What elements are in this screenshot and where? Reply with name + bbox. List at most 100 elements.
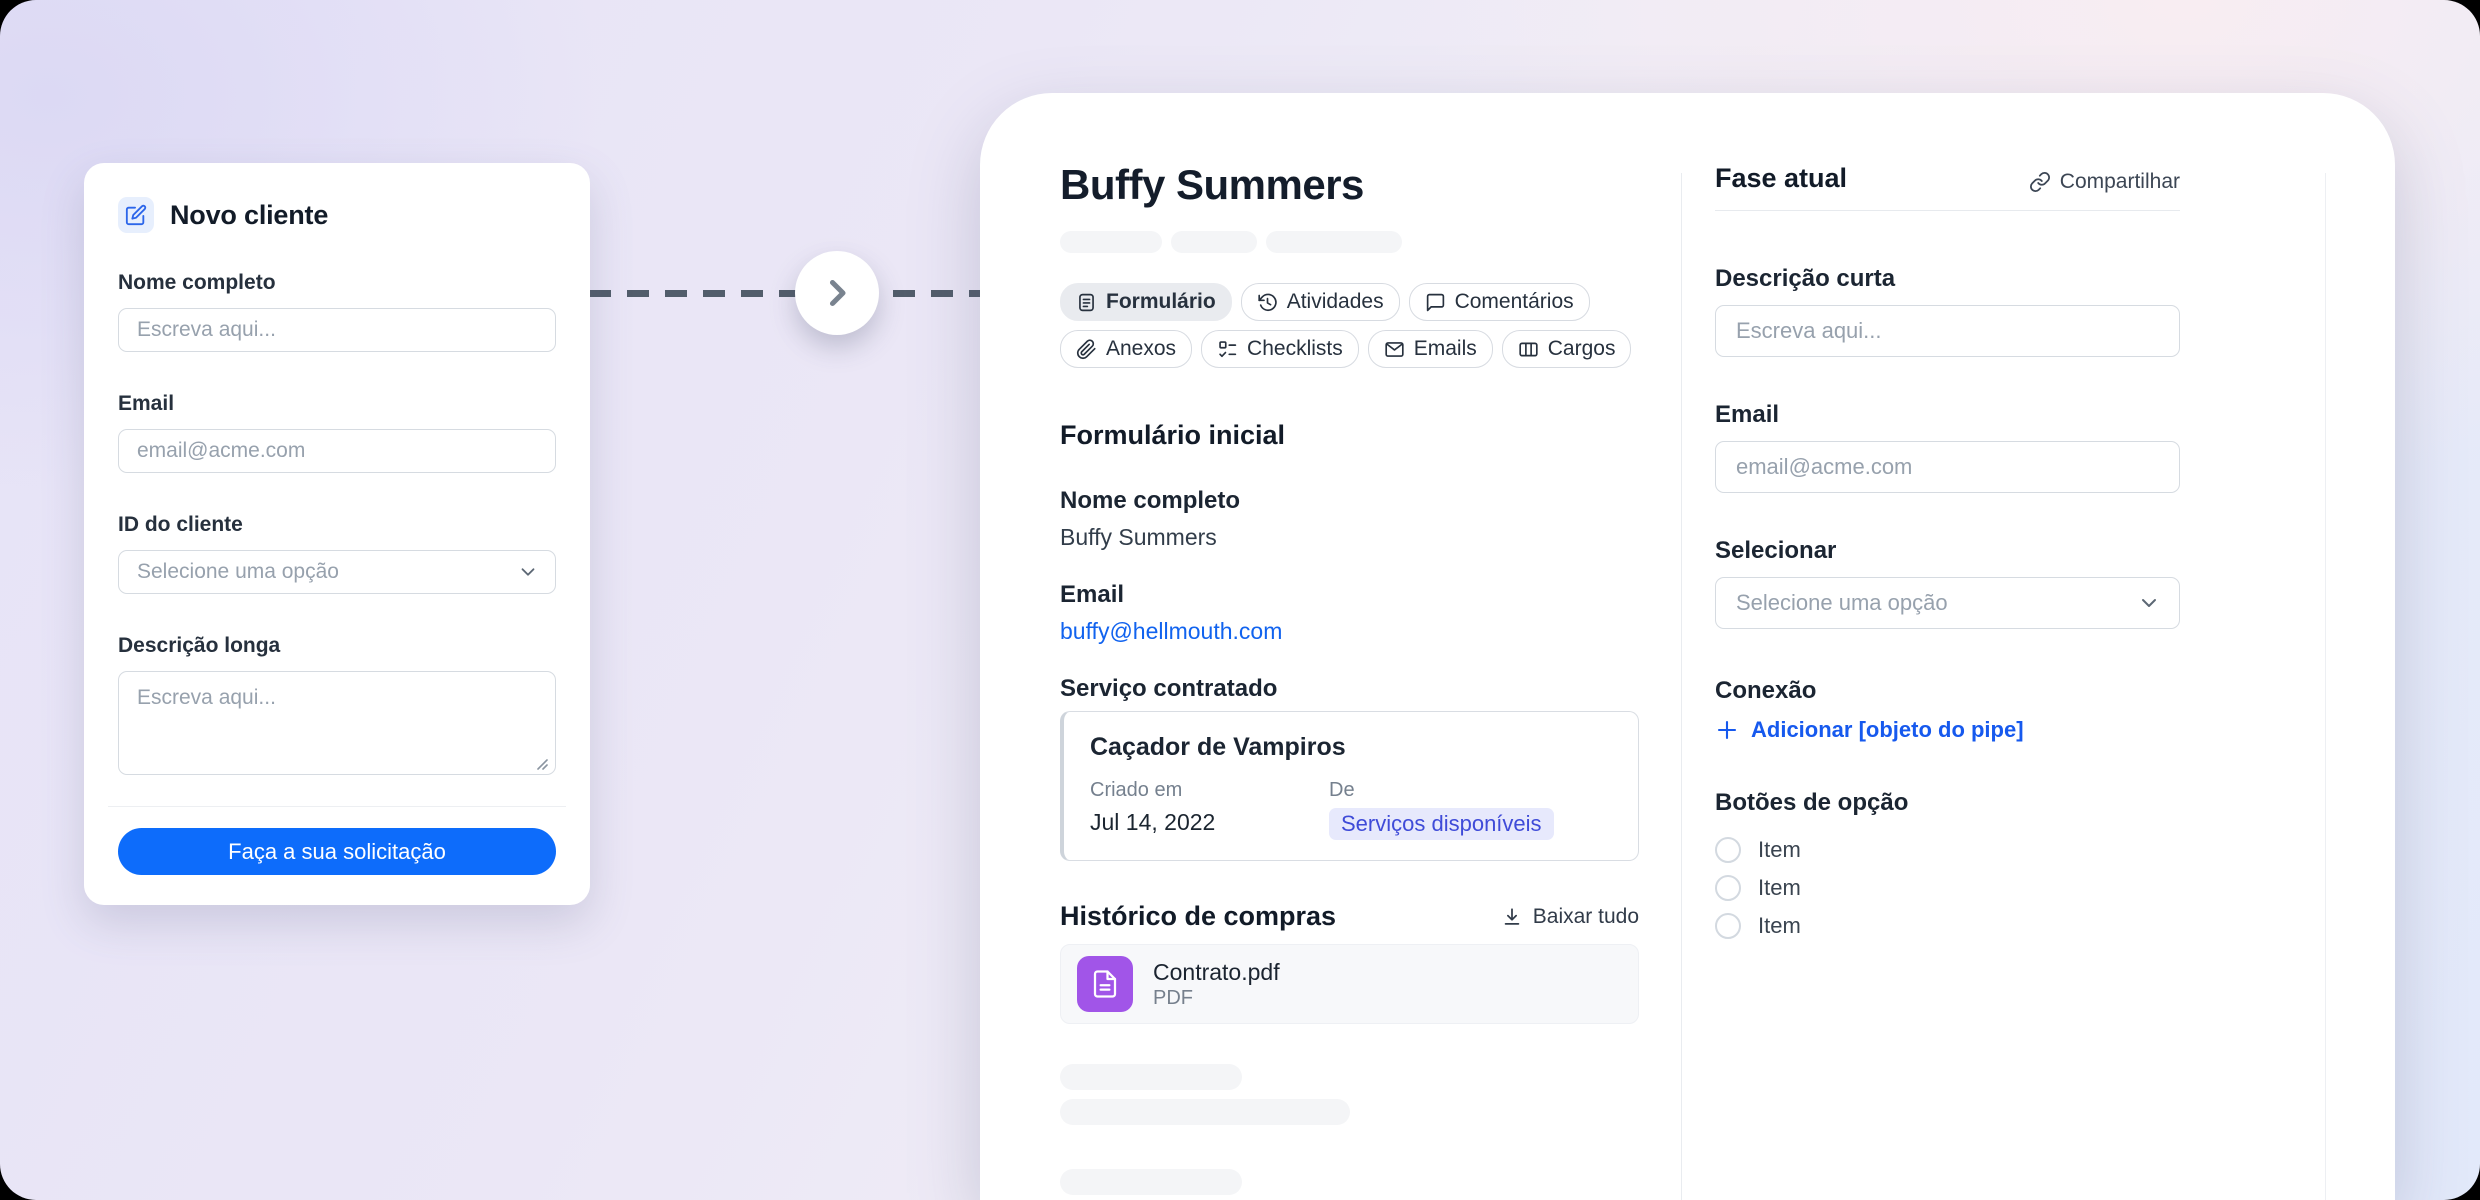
attachments-header: Histórico de compras Baixar tudo — [1060, 901, 1639, 932]
record-card: Buffy Summers Formulário Atividades Come… — [980, 93, 2395, 1200]
radio-option-label: Item — [1758, 837, 1801, 862]
record-main-column: Buffy Summers Formulário Atividades Come… — [1060, 93, 1645, 1200]
resize-handle-icon[interactable] — [535, 757, 548, 770]
tab-label: Comentários — [1454, 290, 1574, 313]
skeleton-bar — [1060, 1064, 1242, 1090]
connector-arrow — [795, 251, 879, 335]
tab-label: Cargos — [1547, 337, 1616, 360]
tab-label: Checklists — [1247, 337, 1343, 360]
form-icon — [1076, 292, 1097, 313]
skeleton-bar — [1060, 1099, 1350, 1125]
field-label-descricao-longa: Descrição longa — [118, 634, 281, 657]
phase-select[interactable]: Selecione uma opção — [1715, 577, 2180, 629]
record-field-label: Nome completo — [1060, 487, 1241, 514]
tab-atividades[interactable]: Atividades — [1240, 283, 1400, 321]
full-name-input[interactable] — [118, 308, 556, 352]
tab-label: Anexos — [1106, 337, 1177, 360]
record-field-label: Serviço contratado — [1060, 675, 1278, 702]
section-heading-historico: Histórico de compras — [1060, 901, 1337, 931]
form-header: Novo cliente — [118, 197, 556, 233]
field-label-id-cliente: ID do cliente — [118, 513, 243, 536]
from-label: De — [1329, 779, 1355, 801]
radio-option[interactable]: Item — [1715, 875, 2180, 901]
submit-request-button[interactable]: Faça a sua solicitação — [118, 828, 556, 875]
select-placeholder: Selecione uma opção — [137, 560, 339, 583]
radio-option-label: Item — [1758, 913, 1801, 938]
plus-icon — [1715, 718, 1739, 742]
tab-label: Emails — [1413, 337, 1477, 360]
field-label-nome-completo: Nome completo — [118, 271, 276, 294]
file-type: PDF — [1153, 987, 1193, 1009]
record-field-label: Email — [1060, 581, 1125, 608]
record-tabs: Formulário Atividades Comentários Anexos… — [1060, 283, 1645, 368]
record-title: Buffy Summers — [1060, 161, 1364, 208]
phase-divider — [1715, 210, 2180, 211]
checklist-icon — [1217, 339, 1238, 360]
columns-icon — [1518, 339, 1539, 360]
client-id-select[interactable]: Selecione uma opção — [118, 550, 556, 594]
stacked-card-edge — [2325, 173, 2326, 1200]
phase-heading: Fase atual — [1715, 163, 1848, 193]
divider — [108, 806, 566, 807]
edit-icon — [118, 197, 154, 233]
phase-header: Fase atual Compartilhar — [1715, 163, 2180, 194]
created-at-label: Criado em — [1090, 779, 1183, 801]
radio-icon — [1715, 875, 1741, 901]
record-email-link[interactable]: buffy@hellmouth.com — [1060, 618, 1283, 644]
comment-icon — [1425, 292, 1446, 313]
select-placeholder: Selecione uma opção — [1736, 590, 1948, 615]
current-phase-column: Fase atual Compartilhar Descrição curta … — [1715, 93, 2180, 951]
phase-field-label: Email — [1715, 401, 1780, 428]
download-all-link[interactable]: Baixar tudo — [1501, 905, 1639, 929]
radio-icon — [1715, 837, 1741, 863]
add-connection-link[interactable]: Adicionar [objeto do pipe] — [1715, 717, 2180, 743]
connector-dashed-line — [589, 290, 980, 297]
skeleton-pill — [1171, 231, 1257, 253]
download-icon — [1501, 906, 1523, 928]
column-divider — [1681, 173, 1682, 1200]
skeleton-pill — [1060, 231, 1162, 253]
share-label: Compartilhar — [2059, 170, 2180, 193]
attachment-row[interactable]: Contrato.pdf PDF — [1060, 944, 1639, 1024]
envelope-icon — [1384, 339, 1405, 360]
record-field-value: Buffy Summers — [1060, 524, 1217, 550]
tab-comentarios[interactable]: Comentários — [1408, 283, 1590, 321]
tab-formulario[interactable]: Formulário — [1060, 283, 1232, 321]
radio-option[interactable]: Item — [1715, 837, 2180, 863]
phase-email-input[interactable] — [1715, 441, 2180, 493]
tab-label: Atividades — [1286, 290, 1384, 313]
form-title: Novo cliente — [170, 199, 329, 230]
connected-record-meta: Criado em Jul 14, 2022 De Serviços dispo… — [1090, 778, 1612, 840]
connected-record-title: Caçador de Vampiros — [1090, 733, 1346, 761]
skeleton-row — [1060, 231, 1645, 253]
tab-cargos[interactable]: Cargos — [1501, 330, 1632, 368]
pdf-file-icon — [1077, 956, 1133, 1012]
download-all-label: Baixar tudo — [1532, 904, 1639, 928]
short-description-input[interactable] — [1715, 305, 2180, 357]
phase-field-label: Descrição curta — [1715, 265, 1896, 292]
long-description-textarea[interactable] — [118, 671, 556, 775]
section-heading-formulario-inicial: Formulário inicial — [1060, 420, 1286, 450]
connection-field-label: Conexão — [1715, 677, 1817, 704]
email-input[interactable] — [118, 429, 556, 473]
radio-option[interactable]: Item — [1715, 913, 2180, 939]
tab-checklists[interactable]: Checklists — [1201, 330, 1359, 368]
chevron-down-icon — [517, 561, 539, 583]
file-name: Contrato.pdf — [1153, 959, 1280, 985]
skeleton-bar — [1060, 1169, 1242, 1195]
share-link[interactable]: Compartilhar — [2029, 170, 2180, 194]
tab-label: Formulário — [1106, 290, 1216, 313]
tab-emails[interactable]: Emails — [1367, 330, 1493, 368]
chevron-right-icon — [819, 275, 855, 311]
radio-icon — [1715, 913, 1741, 939]
phase-badge: Serviços disponíveis — [1329, 808, 1554, 840]
add-connection-label: Adicionar [objeto do pipe] — [1751, 717, 2024, 742]
phase-field-label: Selecionar — [1715, 537, 1837, 564]
radio-option-label: Item — [1758, 875, 1801, 900]
new-client-form-card: Novo cliente Nome completo Email ID do c… — [84, 163, 590, 905]
chevron-down-icon — [2137, 591, 2161, 615]
tab-anexos[interactable]: Anexos — [1060, 330, 1193, 368]
radio-field-label: Botões de opção — [1715, 789, 1909, 816]
connected-record-card[interactable]: Caçador de Vampiros Criado em Jul 14, 20… — [1060, 711, 1639, 861]
